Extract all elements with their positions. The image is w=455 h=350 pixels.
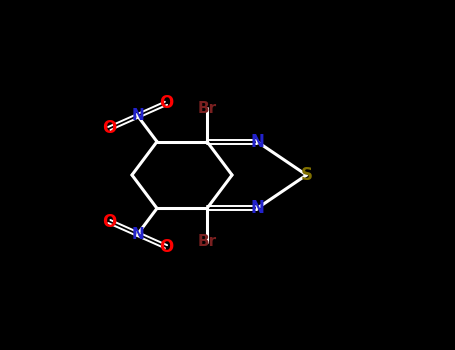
Text: N: N	[131, 226, 144, 242]
Text: O: O	[159, 94, 173, 112]
Text: O: O	[102, 119, 116, 138]
Text: N: N	[250, 199, 264, 217]
Text: O: O	[159, 238, 173, 256]
Text: S: S	[300, 166, 313, 184]
Text: Br: Br	[197, 101, 217, 116]
Text: Br: Br	[197, 234, 217, 249]
Text: N: N	[250, 133, 264, 150]
Text: N: N	[131, 108, 144, 124]
Text: O: O	[102, 212, 116, 231]
